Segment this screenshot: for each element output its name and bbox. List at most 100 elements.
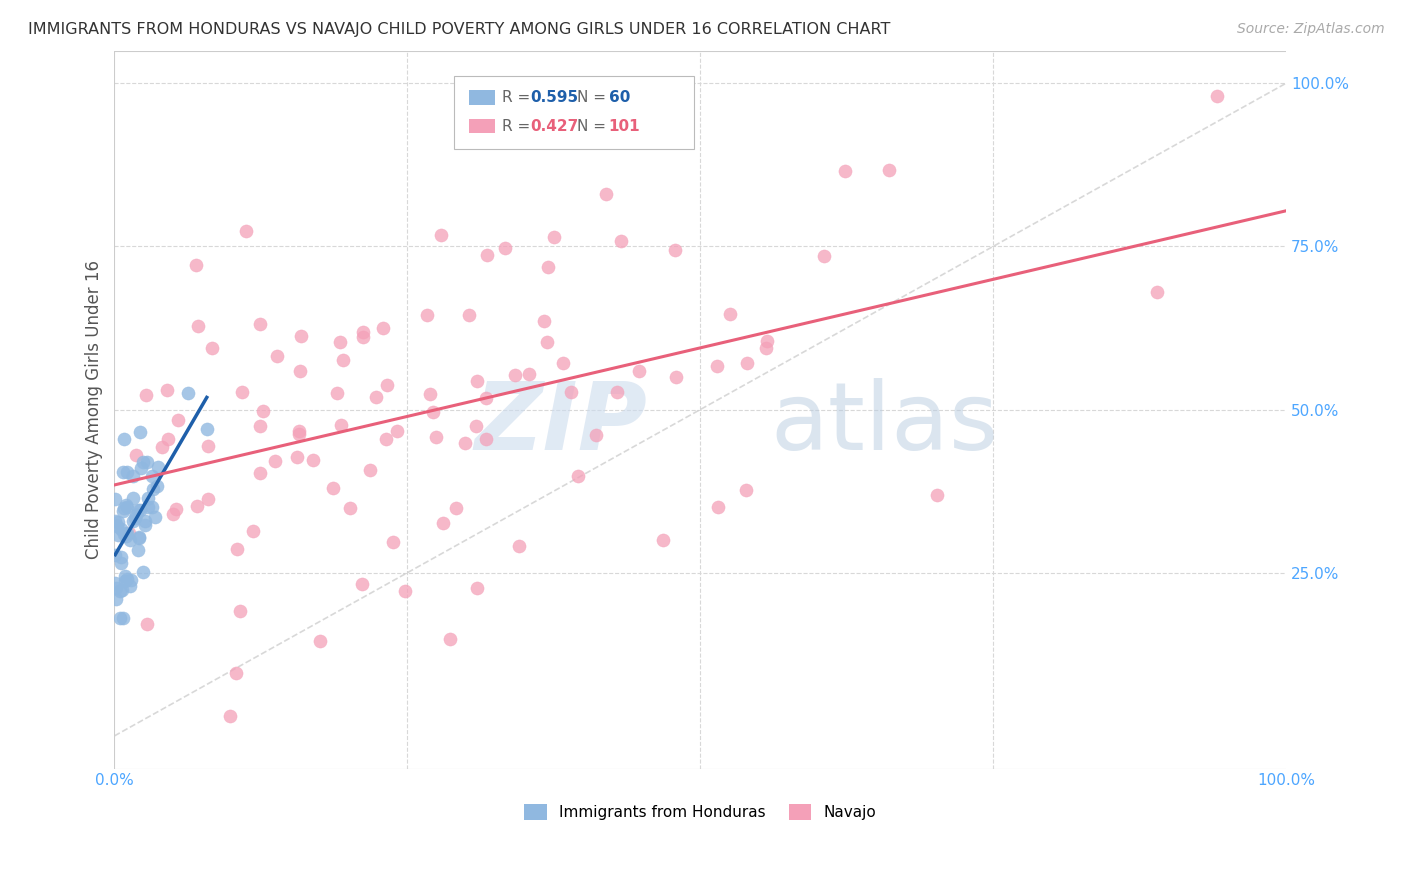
Text: atlas: atlas — [770, 378, 998, 470]
Point — [115, 525, 138, 540]
Point — [125, 448, 148, 462]
Point — [465, 374, 488, 388]
Point — [187, 319, 209, 334]
Point — [364, 390, 387, 404]
Point — [114, 498, 136, 512]
Point — [1146, 285, 1168, 300]
Point — [813, 249, 835, 263]
Point — [249, 466, 271, 480]
Point — [104, 491, 127, 506]
Point — [128, 425, 150, 440]
Point — [112, 465, 135, 479]
Point — [104, 582, 127, 596]
Point — [129, 503, 152, 517]
Point — [115, 500, 138, 514]
Point — [118, 579, 141, 593]
Point — [755, 334, 778, 348]
Point — [477, 248, 499, 262]
Point — [134, 517, 156, 532]
Point — [226, 542, 249, 557]
Point — [537, 260, 560, 274]
Point — [115, 465, 138, 479]
Point — [129, 461, 152, 475]
Point — [425, 430, 447, 444]
Point — [132, 455, 155, 469]
Text: R =: R = — [502, 119, 536, 134]
Point — [249, 419, 271, 434]
Point — [533, 314, 555, 328]
Point — [112, 526, 135, 541]
Text: 101: 101 — [609, 119, 640, 134]
Point — [146, 479, 169, 493]
Point — [536, 334, 558, 349]
Point — [444, 501, 467, 516]
Point — [135, 617, 157, 632]
Point — [735, 356, 758, 370]
Point — [122, 468, 145, 483]
Point — [877, 163, 900, 178]
Point — [322, 481, 344, 495]
Point — [146, 459, 169, 474]
Point — [352, 325, 374, 339]
Text: 0.595: 0.595 — [530, 90, 578, 105]
Point — [288, 424, 311, 438]
Point — [104, 575, 127, 590]
Point — [503, 368, 526, 382]
Point — [352, 577, 374, 591]
Point — [141, 469, 163, 483]
Point — [755, 342, 778, 356]
Point — [186, 258, 208, 272]
Point — [112, 504, 135, 518]
Point — [127, 502, 149, 516]
Point — [464, 419, 486, 434]
Point — [120, 574, 142, 588]
Point — [197, 440, 219, 454]
Point — [124, 511, 146, 525]
Point — [551, 356, 574, 370]
Point — [285, 450, 308, 465]
Point — [927, 487, 949, 501]
Point — [128, 530, 150, 544]
Point — [156, 432, 179, 446]
Point — [359, 463, 381, 477]
Point — [107, 528, 129, 542]
Point — [115, 572, 138, 586]
Point — [218, 709, 240, 723]
Point — [585, 428, 607, 442]
Point — [110, 549, 132, 564]
Point — [606, 384, 628, 399]
Point — [167, 412, 190, 426]
Point — [162, 507, 184, 521]
Point — [122, 491, 145, 506]
Text: 60: 60 — [609, 90, 630, 105]
Y-axis label: Child Poverty Among Girls Under 16: Child Poverty Among Girls Under 16 — [86, 260, 103, 559]
Point — [112, 501, 135, 516]
Point — [339, 500, 361, 515]
Text: N =: N = — [578, 119, 612, 134]
Text: ZIP: ZIP — [475, 378, 648, 470]
Point — [104, 514, 127, 528]
Point — [288, 426, 311, 441]
Bar — [470, 90, 495, 104]
Point — [508, 539, 530, 553]
Point — [519, 367, 541, 381]
Point — [429, 227, 451, 242]
Point — [197, 491, 219, 506]
Point — [432, 516, 454, 531]
Point — [329, 334, 352, 349]
Point — [375, 433, 398, 447]
Point — [112, 611, 135, 625]
Point — [128, 531, 150, 545]
Point — [107, 515, 129, 529]
Point — [104, 548, 127, 562]
Point — [394, 583, 416, 598]
Point — [627, 363, 650, 377]
Point — [177, 385, 200, 400]
Point — [143, 509, 166, 524]
Point — [458, 308, 481, 322]
Point — [567, 468, 589, 483]
Point — [136, 500, 159, 515]
Point — [115, 529, 138, 543]
Point — [142, 482, 165, 496]
Point — [118, 525, 141, 540]
